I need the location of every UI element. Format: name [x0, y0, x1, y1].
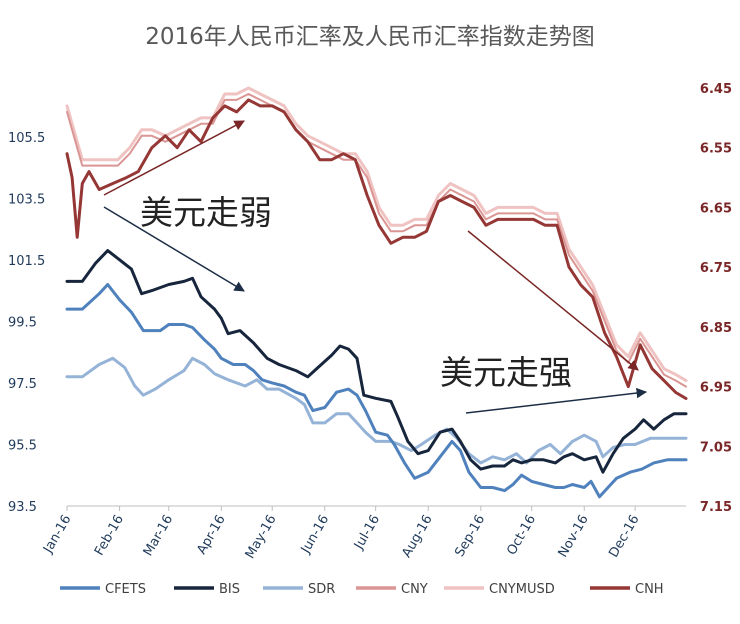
- y-right-tick-label: 6.75: [700, 261, 732, 276]
- x-tick-label: Aug-16: [399, 513, 435, 561]
- annotation-weak-dollar: 美元走弱: [140, 193, 272, 232]
- series-line-cnh: [65, 98, 688, 400]
- y-left-tick-label: 103.5: [8, 192, 45, 207]
- chart-title: 2016年人民币汇率及人民币汇率指数走势图: [145, 24, 595, 50]
- x-tick-label: Nov-16: [556, 513, 592, 561]
- series-line-cfets: [65, 283, 688, 499]
- series-line-sdr: [65, 356, 688, 465]
- legend: CFETS BIS SDR CNY CNYMUSD CNH: [60, 582, 664, 597]
- strong-dollar-arrow-down: [467, 230, 639, 371]
- y-left-tick-label: 105.5: [8, 131, 45, 146]
- weak-dollar-arrow-up: [103, 120, 245, 196]
- x-tick-label: Jul-16: [351, 513, 383, 553]
- weak-dollar-arrow-down: [103, 206, 245, 292]
- y-right-tick-label: 6.85: [700, 321, 732, 336]
- y-right-tick-label: 6.95: [700, 381, 732, 396]
- y-left-tick-label: 93.5: [8, 500, 37, 515]
- y-left-tick-label: 101.5: [8, 254, 45, 269]
- series-line-bis: [65, 249, 688, 474]
- y-left-tick-label: 99.5: [8, 315, 37, 330]
- x-tick-label: Mar-16: [141, 513, 176, 559]
- x-tick-label: Sep-16: [452, 513, 488, 560]
- legend-label-cnymusd: CNYMUSD: [489, 582, 555, 597]
- tick-labels: 105.5 103.5 101.5 99.5 97.5 95.5 93.5 6.45 6.55 6…: [8, 82, 732, 561]
- annotations: 美元走弱 美元走强: [103, 120, 648, 414]
- y-right-tick-label: 6.45: [700, 82, 732, 97]
- strong-dollar-arrow-up: [465, 387, 648, 414]
- y-left-tick-label: 95.5: [8, 438, 37, 453]
- x-tick-label: May-16: [243, 513, 280, 562]
- x-tick-label: Dec-16: [606, 513, 642, 561]
- legend-label-cny: CNY: [401, 582, 428, 597]
- series: [65, 86, 688, 499]
- y-right-tick-label: 7.15: [700, 500, 732, 515]
- legend-label-sdr: SDR: [308, 582, 335, 597]
- legend-label-cfets: CFETS: [105, 582, 146, 597]
- series-line-cnymusd: [65, 86, 688, 383]
- y-right-tick-label: 7.05: [700, 440, 732, 455]
- axes: [66, 505, 686, 511]
- x-tick-label: Feb-16: [92, 513, 127, 559]
- y-left-tick-label: 97.5: [8, 377, 37, 392]
- x-tick-label: Jun-16: [298, 513, 332, 557]
- series-line-cny: [66, 93, 687, 388]
- x-tick-label: Jan-16: [40, 513, 74, 557]
- x-tick-label: Apr-16: [194, 513, 228, 558]
- legend-label-bis: BIS: [219, 582, 240, 597]
- y-right-tick-label: 6.65: [700, 201, 732, 216]
- x-tick-label: Oct-16: [504, 513, 539, 558]
- y-right-tick-label: 6.55: [700, 142, 732, 157]
- legend-label-cnh: CNH: [635, 582, 664, 597]
- annotation-strong-dollar: 美元走强: [440, 353, 572, 392]
